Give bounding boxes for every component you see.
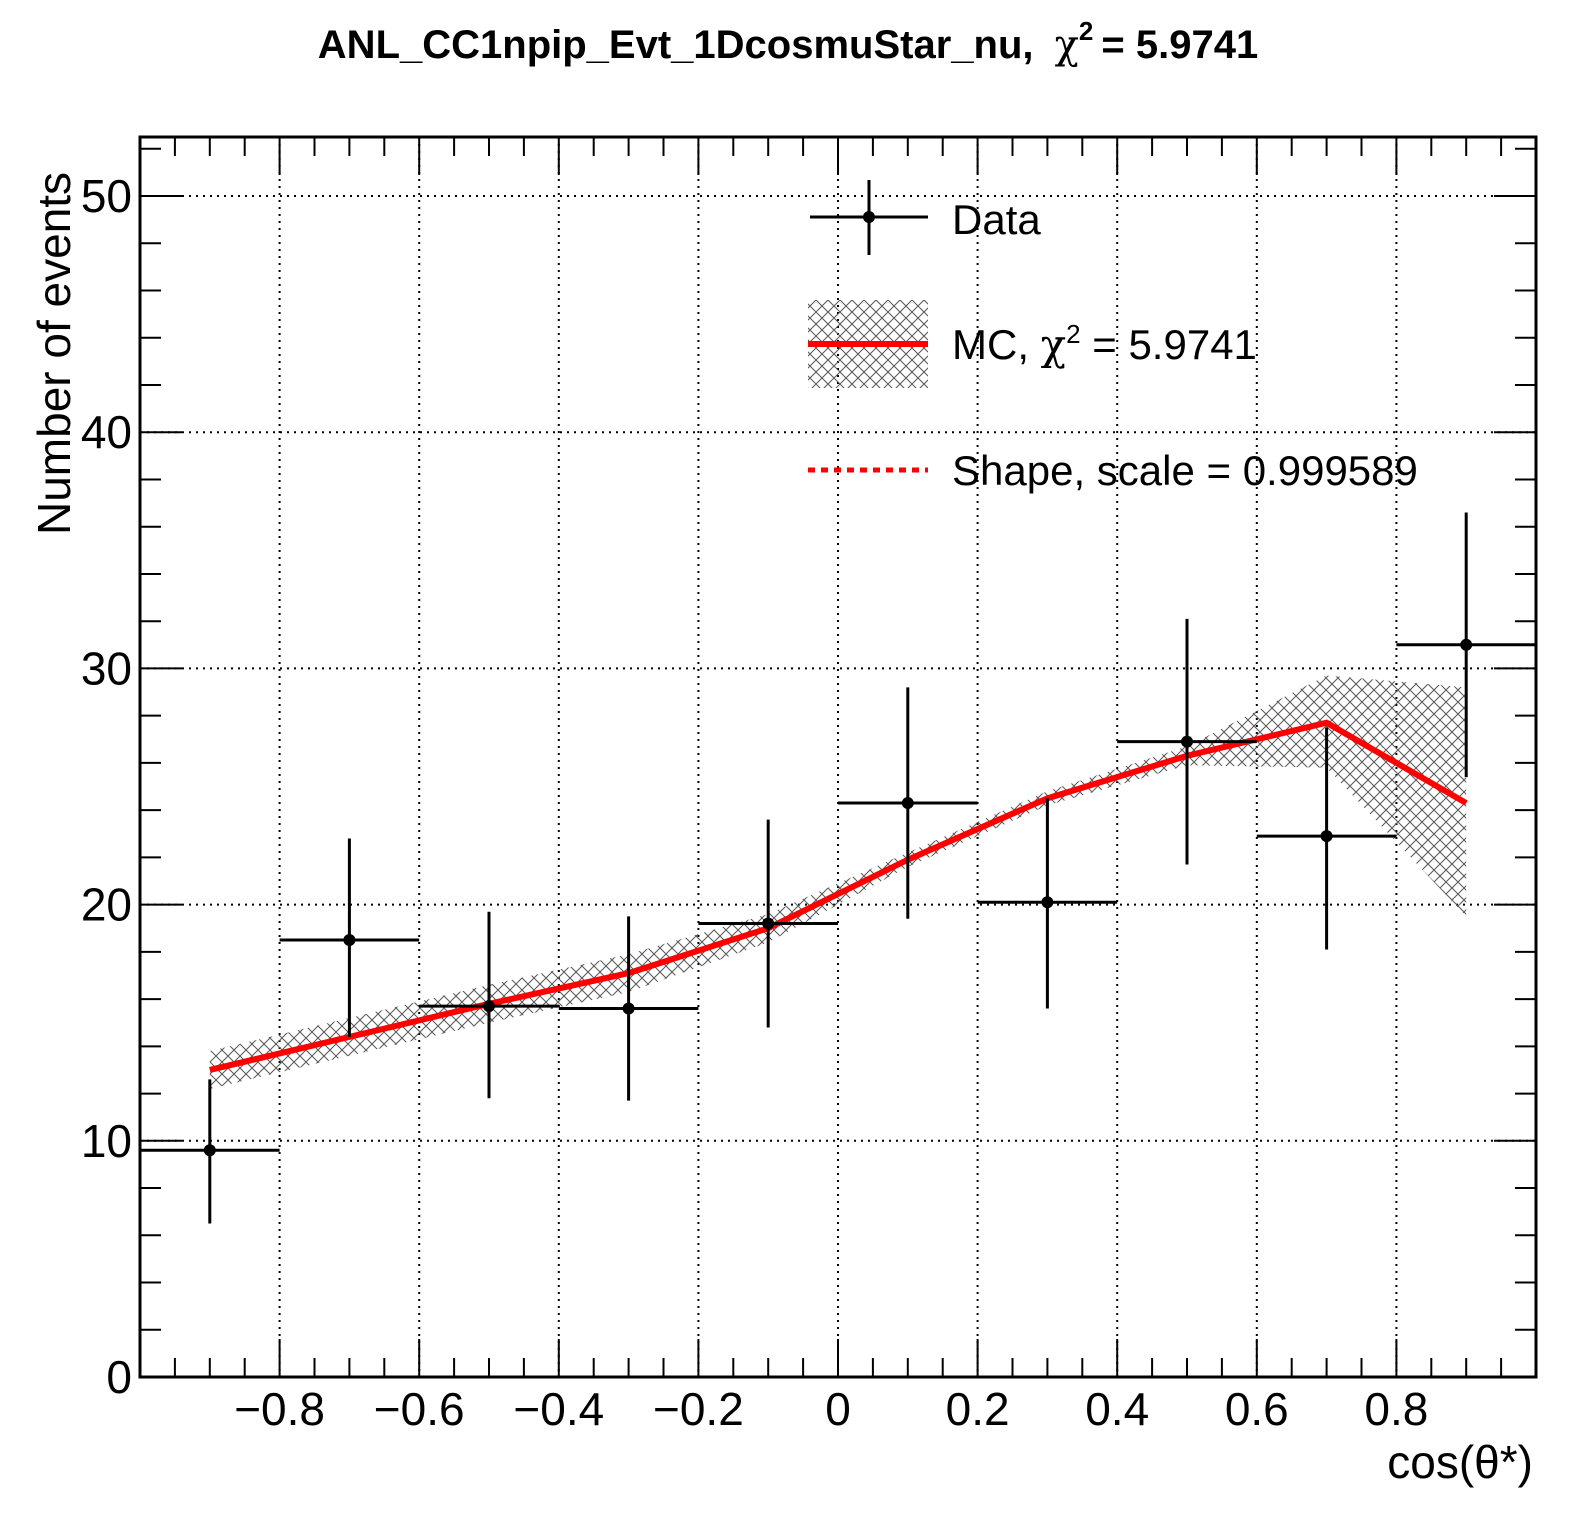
y-tick-label: 30 bbox=[81, 642, 132, 694]
data-point bbox=[1256, 727, 1397, 950]
axis-ticks bbox=[139, 137, 1537, 1378]
x-tick-label: 0.8 bbox=[1364, 1383, 1428, 1435]
legend-mc-chi-superscript: 2 bbox=[1066, 319, 1080, 349]
data-point bbox=[419, 911, 559, 1099]
data-marker bbox=[1320, 830, 1333, 843]
title-chi-superscript: 2 bbox=[1079, 16, 1093, 46]
legend: Data MC, χ2 = 5.9741 Shape, scale = 0.99… bbox=[808, 180, 1418, 494]
mc-line bbox=[209, 719, 1468, 1073]
mc-band-area bbox=[209, 675, 1467, 1089]
legend-mc-label: MC, χ2 = 5.9741 bbox=[952, 319, 1257, 369]
data-marker bbox=[1460, 638, 1473, 651]
y-tick-label: 20 bbox=[81, 879, 132, 931]
y-tick-labels: 0 10 20 30 40 50 bbox=[81, 170, 132, 1403]
chart-title: ANL_CC1npip_Evt_1DcosmuStar_nu, χ2 = 5.97… bbox=[318, 16, 1258, 68]
data-marker bbox=[901, 797, 914, 810]
data-point bbox=[838, 687, 978, 919]
x-tick-labels: −0.8 −0.6 −0.4 −0.2 0 0.2 0.4 0.6 0.8 bbox=[234, 1383, 1428, 1435]
data-marker bbox=[203, 1144, 216, 1157]
data-point bbox=[140, 1079, 280, 1224]
data-marker bbox=[762, 917, 775, 930]
x-tick-label: −0.8 bbox=[234, 1383, 325, 1435]
legend-data-label: Data bbox=[952, 196, 1041, 243]
title-chi-symbol: χ bbox=[1055, 22, 1079, 68]
data-series bbox=[140, 512, 1536, 1224]
x-tick-label: −0.4 bbox=[513, 1383, 604, 1435]
x-tick-label: −0.2 bbox=[653, 1383, 744, 1435]
y-tick-label: 10 bbox=[81, 1115, 132, 1167]
legend-mc-prefix: MC, bbox=[952, 321, 1041, 368]
y-tick-label: 0 bbox=[106, 1351, 132, 1403]
x-tick-label: 0.2 bbox=[946, 1383, 1010, 1435]
data-point bbox=[558, 916, 699, 1101]
y-tick-label: 50 bbox=[81, 170, 132, 222]
data-marker bbox=[1041, 896, 1054, 909]
x-tick-label: 0 bbox=[825, 1383, 851, 1435]
data-marker bbox=[343, 934, 356, 947]
x-tick-label: 0.6 bbox=[1225, 1383, 1289, 1435]
legend-mc-chi-symbol: χ bbox=[1041, 320, 1066, 369]
mc-series bbox=[209, 719, 1468, 1073]
title-name: ANL_CC1npip_Evt_1DcosmuStar_nu, bbox=[318, 23, 1034, 67]
legend-data-marker bbox=[810, 180, 928, 255]
data-point bbox=[279, 838, 420, 1037]
grid-lines bbox=[140, 137, 1536, 1377]
x-tick-label: −0.6 bbox=[374, 1383, 465, 1435]
title-chi-value: = 5.9741 bbox=[1101, 23, 1258, 67]
data-point bbox=[977, 798, 1118, 1009]
x-axis-title: cos(θ*) bbox=[1387, 1436, 1533, 1488]
data-marker bbox=[622, 1002, 635, 1015]
legend-mc-marker bbox=[808, 300, 928, 388]
data-point bbox=[1396, 512, 1536, 778]
data-marker bbox=[483, 1000, 495, 1013]
y-tick-label: 40 bbox=[81, 406, 132, 458]
data-point bbox=[698, 819, 838, 1028]
legend-shape-label: Shape, scale = 0.999589 bbox=[952, 447, 1418, 494]
mc-uncertainty-band bbox=[209, 675, 1467, 1089]
legend-mc-chi-value: = 5.9741 bbox=[1081, 321, 1257, 368]
y-axis-title: Number of events bbox=[28, 172, 80, 535]
data-point bbox=[1117, 618, 1257, 865]
x-tick-label: 0.4 bbox=[1085, 1383, 1149, 1435]
data-marker bbox=[1181, 735, 1193, 748]
